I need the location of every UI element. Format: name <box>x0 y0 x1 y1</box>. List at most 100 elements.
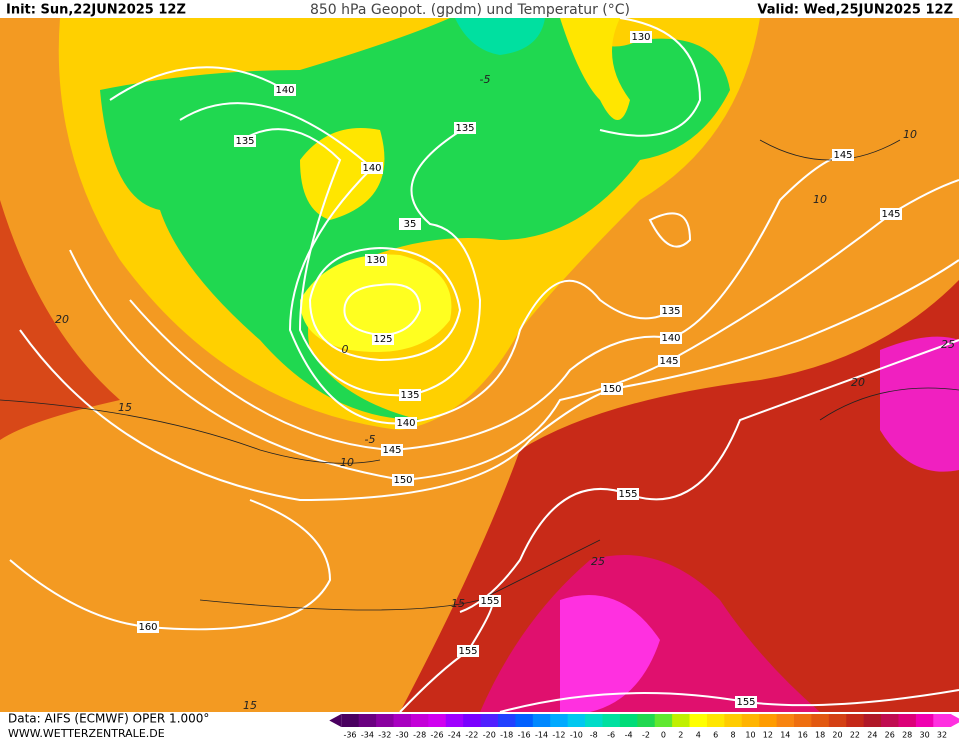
temperature-label: 15 <box>243 699 257 712</box>
header-bar <box>0 0 959 18</box>
colorbar-arrow-right <box>950 714 959 727</box>
colorbar-swatch <box>480 714 499 727</box>
geopotential-label: 140 <box>661 333 680 344</box>
temp-zone <box>300 254 452 352</box>
geopotential-label: 130 <box>366 255 385 266</box>
colorbar-tick-label: 22 <box>850 731 860 740</box>
map: 130 140 135 135 140 145 145 35 130 125 135 140 145 15… <box>0 17 959 713</box>
temperature-label: 25 <box>591 555 605 568</box>
colorbar-swatch <box>428 714 447 727</box>
label-box <box>381 444 403 456</box>
colorbar-swatch <box>933 714 952 727</box>
colorbar-swatch <box>915 714 934 727</box>
geopotential-label: 140 <box>396 418 415 429</box>
colorbar-swatch <box>341 714 360 727</box>
geopotential-labels: 130 140 135 135 140 145 145 35 130 125 135 140 145 15… <box>137 31 902 708</box>
colorbar-swatch <box>863 714 882 727</box>
temperature-label: 10 <box>813 193 827 206</box>
colorbar-swatch <box>532 714 551 727</box>
colorbar-tick-label: 4 <box>696 731 701 740</box>
colorbar-swatch <box>689 714 708 727</box>
colorbar-tick-label: 2 <box>678 731 683 740</box>
geopotential-label: 155 <box>458 646 477 657</box>
colorbar-swatch <box>724 714 743 727</box>
colorbar-tick-label: 12 <box>763 731 773 740</box>
colorbar-swatch <box>759 714 778 727</box>
temperature-label: 0 <box>342 343 349 356</box>
colorbar-tick-label: -22 <box>465 731 478 740</box>
colorbar-swatch <box>619 714 638 727</box>
colorbar-tick-label: -24 <box>448 731 461 740</box>
colorbar-swatch <box>358 714 377 727</box>
colorbar: -36 -34 -32 -30 -28 -26 -24 -22 -20 -18 -16 -14 -12-… <box>329 714 959 740</box>
temp-zone <box>455 18 545 55</box>
temperature-label: -5 <box>480 73 491 86</box>
valid-time: Valid: Wed,25JUN2025 12Z <box>757 3 953 18</box>
geopotential-label: 135 <box>235 136 254 147</box>
data-source: Data: AIFS (ECMWF) OPER 1.000° <box>8 712 209 726</box>
temperature-label: 15 <box>118 401 132 414</box>
colorbar-tick-label: -30 <box>396 731 409 740</box>
colorbar-tick-label: -36 <box>343 731 356 740</box>
label-box <box>479 595 501 607</box>
label-box <box>395 417 417 429</box>
temperature-label: 20 <box>851 376 865 389</box>
colorbar-tick-label: -8 <box>590 731 598 740</box>
colorbar-tick-label: 32 <box>937 731 947 740</box>
temperature-labels: -5 10 10 20 15 10 -5 0 20 25 15 15 25 <box>55 73 955 712</box>
label-box <box>660 305 682 317</box>
label-box <box>399 218 421 230</box>
geopotential-label: 155 <box>736 697 755 708</box>
temperature-isolines <box>0 139 959 611</box>
colorbar-tick-label: -20 <box>483 731 496 740</box>
label-box <box>630 31 652 43</box>
geopotential-label: 155 <box>480 596 499 607</box>
colorbar-swatch <box>410 714 429 727</box>
geopotential-label: 140 <box>275 85 294 96</box>
temperature-label: -5 <box>365 433 376 446</box>
colorbar-tick-label: -28 <box>413 731 426 740</box>
label-box <box>457 645 479 657</box>
colorbar-tick-label: -16 <box>518 731 531 740</box>
colorbar-swatch <box>898 714 917 727</box>
colorbar-tick-label: 10 <box>745 731 755 740</box>
colorbar-tick-label: 18 <box>815 731 825 740</box>
colorbar-tick-label: -4 <box>625 731 633 740</box>
temperature-label: 15 <box>451 597 465 610</box>
label-box <box>365 254 387 266</box>
geopotential-label: 145 <box>382 445 401 456</box>
colorbar-swatch <box>776 714 795 727</box>
colorbar-swatch <box>550 714 569 727</box>
label-box <box>454 122 476 134</box>
geopotential-label: 130 <box>631 32 650 43</box>
map-title: 850 hPa Geopot. (gpdm) und Temperatur (°… <box>310 2 630 18</box>
label-box <box>832 149 854 161</box>
colorbar-swatch <box>445 714 464 727</box>
colorbar-swatch <box>811 714 830 727</box>
colorbar-tick-label: 6 <box>713 731 718 740</box>
colorbar-tick-label: -34 <box>361 731 374 740</box>
temp-zone <box>560 595 660 712</box>
colorbar-tick-label: 14 <box>780 731 790 740</box>
colorbar-arrow-left <box>329 714 342 727</box>
temperature-label: 20 <box>55 313 69 326</box>
colorbar-tick-label: -2 <box>642 731 650 740</box>
label-box <box>372 333 394 345</box>
label-box <box>137 621 159 633</box>
colorbar-tick-label: 24 <box>867 731 877 740</box>
label-box <box>880 208 902 220</box>
label-box <box>392 474 414 486</box>
geopotential-label: 145 <box>833 150 852 161</box>
geopotential-label: 125 <box>373 334 392 345</box>
colorbar-swatch <box>828 714 847 727</box>
colorbar-tick-label: 16 <box>798 731 808 740</box>
geopotential-isolines <box>9 17 959 713</box>
colorbar-tick-label: 28 <box>902 731 912 740</box>
colorbar-swatch <box>654 714 673 727</box>
label-box <box>234 135 256 147</box>
colorbar-swatch <box>498 714 516 727</box>
colorbar-tick-label: 8 <box>731 731 736 740</box>
colorbar-swatch <box>515 714 534 727</box>
temperature-label: 10 <box>903 128 917 141</box>
colorbar-swatch <box>741 714 760 727</box>
